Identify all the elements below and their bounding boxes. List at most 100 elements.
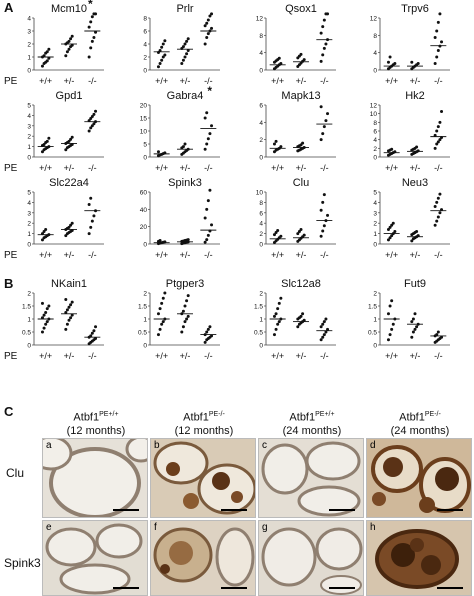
data-point-nkain1-g1-2 (67, 318, 71, 322)
data-point-clu-g1-5 (296, 232, 300, 236)
data-point-trpv6-g2-1 (435, 55, 439, 59)
y-tick-label-mcm10-3: 3 (27, 29, 31, 36)
y-tick-label-mcm10-4: 4 (27, 16, 31, 23)
micrograph-f: f (150, 520, 256, 596)
column-title-2-age: (12 months) (174, 424, 234, 437)
genotype-label-nkain1-0: +/+ (39, 351, 52, 361)
y-tick-label-slc22a4-3: 3 (27, 210, 31, 217)
data-point-mcm10-g1-8 (69, 37, 73, 41)
data-point-prlr-g1-9 (186, 37, 190, 41)
y-tick-label-trpv6-0: 0 (373, 68, 377, 75)
data-point-hk2-g2-7 (436, 125, 440, 129)
data-point-trpv6-g1-5 (410, 60, 414, 64)
row-label-spink3: Spink3 (4, 556, 41, 570)
data-point-trpv6-g0-5 (386, 60, 390, 64)
data-point-fut9-g1-6 (411, 317, 415, 321)
genotype-label-prlr-2: -/- (204, 76, 213, 86)
micrograph-c-letter: c (262, 440, 267, 451)
data-point-nkain1-g2-7 (90, 331, 94, 335)
column-title-1: Atbf1PE+/+ (12 months) (42, 408, 150, 438)
data-point-mcm10-g2-4 (94, 30, 98, 34)
data-point-hk2-g0-7 (390, 147, 394, 151)
y-tick-label-qsox1-2: 8 (259, 33, 263, 40)
column-title-3-genotype: PE+/+ (315, 411, 335, 418)
data-point-slc12a8-g2-1 (321, 335, 325, 339)
data-point-slc12a8-g0-5 (272, 314, 276, 318)
data-point-qsox1-g2-3 (324, 42, 328, 46)
micrograph-a-tissue (43, 439, 147, 517)
data-point-neu3-g0-8 (391, 221, 395, 225)
y-tick-label-prlr-4: 8 (143, 16, 147, 23)
genotype-label-prlr-1: +/- (180, 76, 191, 86)
data-point-slc22a4-g2-3 (92, 214, 96, 218)
data-point-gpd1-g2-3 (92, 122, 96, 126)
data-point-clu-g1-7 (299, 227, 303, 231)
column-title-4-age: (24 months) (390, 424, 450, 437)
y-tick-label-mcm10-2: 2 (27, 42, 31, 49)
plot-title-gpd1: Gpd1 (56, 90, 83, 102)
y-tick-label-gabra4-2: 10 (140, 129, 148, 136)
plot-title-ptgper3: Ptgper3 (166, 278, 205, 290)
genotype-label-gabra4-1: +/- (180, 163, 191, 173)
data-point-prlr-g0-6 (158, 49, 162, 52)
data-point-clu-g2-4 (326, 213, 330, 217)
micrograph-c: c (258, 438, 364, 518)
column-title-3: Atbf1PE+/+ (24 months) (258, 408, 366, 438)
data-point-mapk13-g2-5 (319, 105, 323, 109)
data-point-gpd1-g2-6 (89, 117, 93, 121)
y-tick-label-gpd1-3: 3 (27, 123, 31, 130)
column-title-1-genotype: PE+/+ (99, 411, 119, 418)
pe-row-label-2: PE (4, 250, 18, 261)
data-point-ptgper3-g1-8 (185, 299, 189, 303)
column-title-3-age: (24 months) (282, 424, 342, 437)
data-point-trpv6-g2-6 (435, 29, 439, 33)
micrograph-a-scale-bar (113, 509, 139, 511)
y-tick-label-nkain1-2: 1 (27, 317, 31, 324)
data-point-clu-g1-4 (302, 233, 306, 237)
data-point-slc22a4-g1-0 (64, 234, 68, 238)
column-title-4-name: Atbf1 (399, 411, 425, 424)
data-point-neu3-g0-2 (390, 234, 394, 238)
data-point-mcm10-g0-0 (40, 64, 44, 68)
micrograph-h-tissue (367, 521, 471, 595)
genotype-label-mcm10-0: +/+ (39, 76, 52, 86)
data-point-nkain1-g0-8 (45, 307, 49, 311)
data-point-gpd1-g2-2 (90, 124, 94, 128)
data-point-mapk13-g0-6 (274, 139, 278, 143)
y-tick-label-slc12a8-0: 0 (259, 343, 263, 350)
y-tick-label-ptgper3-2: 1 (143, 317, 147, 324)
data-point-mcm10-g0-9 (47, 47, 51, 51)
data-point-prlr-g0-8 (161, 42, 165, 46)
genotype-label-gpd1-2: -/- (88, 163, 97, 173)
data-point-mcm10-g1-2 (67, 47, 71, 51)
micrograph-f-tissue (151, 521, 255, 595)
data-point-fut9-g0-7 (390, 299, 394, 303)
y-tick-label-neu3-2: 2 (373, 221, 377, 228)
micrograph-f-scale-bar (221, 587, 247, 589)
data-point-gpd1-g2-7 (90, 114, 94, 118)
data-point-clu-g0-4 (279, 234, 283, 238)
data-point-spink3-g1-9 (186, 238, 190, 242)
micrograph-b-scale-bar (221, 509, 247, 511)
data-point-nkain1-g0-3 (45, 320, 49, 324)
genotype-label-slc12a8-1: +/- (296, 351, 307, 361)
data-point-mapk13-g2-1 (321, 132, 325, 136)
data-point-slc12a8-g0-8 (277, 301, 281, 305)
data-point-gpd1-g0-6 (42, 143, 46, 147)
data-point-prlr-g2-2 (206, 32, 210, 36)
data-point-prlr-g1-3 (185, 52, 189, 56)
data-point-clu-g2-7 (322, 193, 326, 197)
data-point-fut9-g0-0 (386, 338, 390, 342)
data-point-spink3-g2-2 (206, 233, 210, 237)
y-tick-label-ptgper3-0: 0 (143, 343, 147, 350)
data-point-clu-g2-6 (321, 200, 325, 204)
data-point-fut9-g0-5 (386, 312, 390, 316)
data-point-hk2-g2-1 (435, 142, 439, 146)
data-point-qsox1-g2-5 (319, 31, 323, 35)
data-point-slc12a8-g0-9 (279, 296, 283, 300)
micrograph-c-scale-bar (329, 509, 355, 511)
data-point-slc12a8-g1-4 (302, 318, 306, 322)
y-tick-label-slc22a4-0: 0 (27, 242, 31, 249)
data-point-slc22a4-g2-6 (89, 196, 93, 200)
